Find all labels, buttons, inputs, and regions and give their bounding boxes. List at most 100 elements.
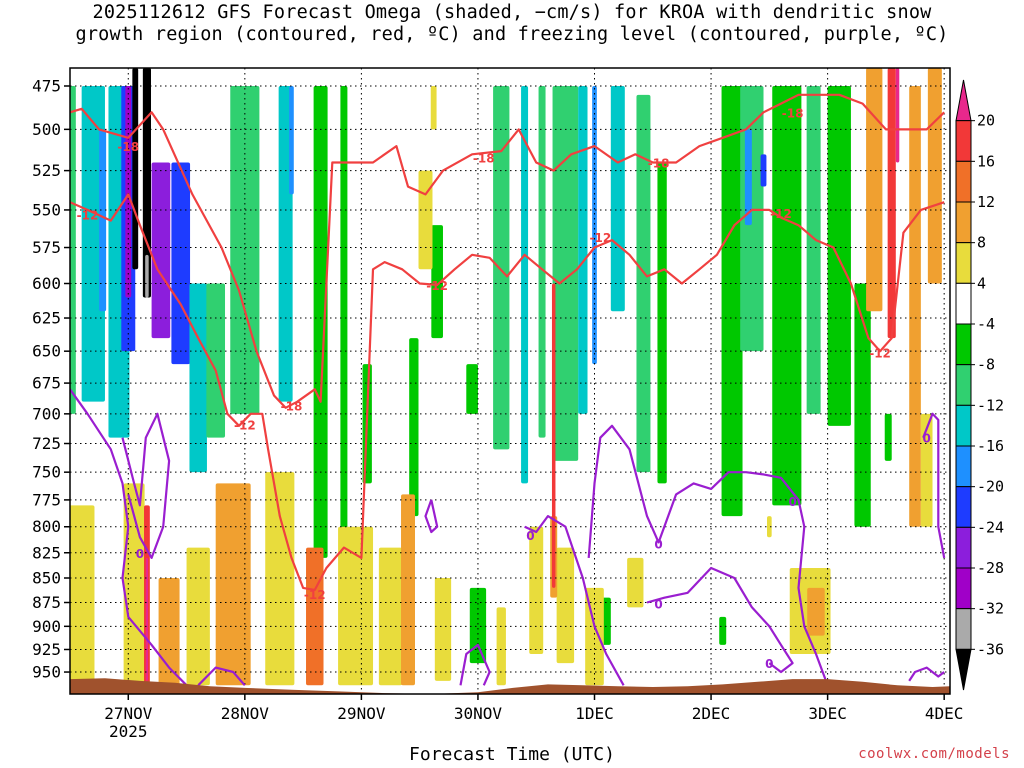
omega-cell-23 (521, 85, 529, 484)
omega-cell-72 (927, 68, 942, 284)
colorbar-label--20: -20 (977, 478, 1004, 496)
colorbar-bin-1 (955, 120, 972, 162)
credit-text: coolwx.com/models (858, 746, 1010, 762)
colorbar-bin-12 (955, 567, 972, 610)
y-tick-label-750: 750 (32, 463, 61, 482)
colorbar-label--24: -24 (977, 518, 1004, 536)
omega-cell-59 (529, 526, 544, 655)
y-tick-label-675: 675 (32, 374, 61, 393)
omega-cell-57 (418, 170, 433, 270)
colorbar-bin-bottom (955, 648, 972, 691)
colorbar-label--16: -16 (977, 437, 1004, 455)
omega-cell-60 (556, 547, 575, 664)
omega-cell-10 (171, 162, 191, 365)
x-tick-sublabel-27NOV: 2025 (109, 722, 148, 741)
omega-cell-55 (434, 577, 452, 681)
omega-cell-12 (206, 283, 226, 438)
contours: -18 -18 -18 -18 -18 -12 -12 -12 -12 -12 -12 -12 0 0 0 0… (70, 93, 946, 687)
colorbar-label--4: -4 (977, 315, 995, 333)
omega-cell-39 (806, 85, 821, 414)
y-tick-label-600: 600 (32, 274, 61, 293)
freezing-contour-line-4 (646, 566, 794, 674)
freezing-contour-label-2-1: 0 (526, 529, 534, 543)
omega-cell-65 (767, 516, 772, 538)
dgz-contour-label-0-3: -18 (648, 157, 670, 171)
omega-cell-0 (70, 85, 76, 414)
dgz-contour-label-1-6: -12 (869, 346, 891, 360)
colorbar-label--32: -32 (977, 600, 1004, 618)
colorbar-bin-10 (955, 486, 972, 528)
colorbar-label--36: -36 (977, 640, 1004, 658)
omega-cell-25 (552, 85, 579, 461)
freezing-contour-label-2-0: 0 (654, 537, 662, 551)
colorbar-bin-4 (955, 242, 972, 284)
omega-cell-28 (610, 85, 625, 312)
omega-cell-42 (884, 413, 892, 461)
y-tick-label-475: 475 (32, 76, 61, 95)
freezing-contour-line-7 (922, 412, 946, 559)
omega-cell-35 (740, 85, 764, 352)
x-tick-label-1DEC: 1DEC (575, 704, 614, 723)
omega-cell-24 (538, 85, 546, 438)
omega-cell-67 (807, 587, 825, 636)
x-tick-label-28NOV: 28NOV (221, 704, 270, 723)
freezing-contour-label-2-2: 0 (788, 495, 796, 509)
omega-cell-37 (760, 154, 767, 187)
terrain-fill (70, 678, 950, 694)
freezing-contour-label-2-3: 0 (654, 597, 662, 611)
omega-cell-29 (636, 94, 651, 473)
freezing-contour-line-0 (70, 388, 188, 687)
omega-cell-40 (827, 85, 851, 426)
omega-cell-2 (99, 129, 107, 312)
y-tick-label-725: 725 (32, 434, 61, 453)
dgz-contour-label-1-2: -12 (304, 588, 326, 602)
colorbar-bin-top (955, 79, 972, 122)
omega-cell-31 (469, 587, 487, 664)
omega-cell-49 (215, 483, 251, 686)
freezing-contour-line-9 (459, 643, 491, 686)
colorbar-label--8: -8 (977, 356, 995, 374)
omega-cell-36 (744, 129, 752, 226)
omega-cell-33 (719, 616, 727, 645)
omega-cell-17 (340, 85, 348, 568)
colorbar-bin-11 (955, 526, 972, 569)
omega-cell-19 (409, 338, 419, 517)
omega-cell-71 (909, 85, 921, 527)
freezing-contour-label-2-5: 0 (923, 432, 931, 446)
y-tick-label-800: 800 (32, 517, 61, 536)
omega-cell-30 (657, 162, 667, 484)
omega-cell-5 (125, 85, 132, 298)
chart-title: 2025112612 GFS Forecast Omega (shaded, −… (0, 2, 1024, 46)
omega-cell-70 (895, 68, 900, 163)
x-tick-label-4DEC: 4DEC (925, 704, 964, 723)
plot-frame (69, 67, 951, 695)
omega-cell-43 (70, 505, 95, 686)
y-tick-label-575: 575 (32, 238, 61, 257)
freezing-contour-line-2 (524, 515, 625, 686)
omega-shading (70, 68, 942, 686)
terrain (70, 678, 950, 694)
y-tick-label-825: 825 (32, 543, 61, 562)
omega-cell-56 (430, 85, 437, 130)
chart-title-line1: 2025112612 GFS Forecast Omega (shaded, −… (92, 2, 932, 23)
omega-cell-38 (772, 85, 802, 506)
colorbar-label--28: -28 (977, 559, 1004, 577)
omega-cell-34 (721, 85, 743, 517)
omega-cell-16 (313, 85, 328, 558)
colorbar-label-12: 12 (977, 193, 995, 211)
omega-cell-62 (551, 283, 556, 588)
omega-cell-63 (585, 587, 604, 686)
colorbar-bin-9 (955, 445, 972, 488)
omega-cell-48 (186, 547, 210, 686)
dgz-contour-label-1-0: -12 (77, 209, 99, 223)
omega-cell-20 (431, 225, 443, 339)
x-tick-label-30NOV: 30NOV (454, 704, 503, 723)
omega-cell-73 (920, 413, 933, 527)
freezing-contour-line-3 (587, 424, 829, 686)
omega-cell-15 (289, 85, 294, 195)
omega-cell-21 (466, 364, 478, 414)
dgz-contour-label-1-5: -12 (770, 207, 792, 221)
colorbar-bin-5 (955, 282, 972, 325)
x-axis-title: Forecast Time (UTC) (409, 744, 615, 765)
